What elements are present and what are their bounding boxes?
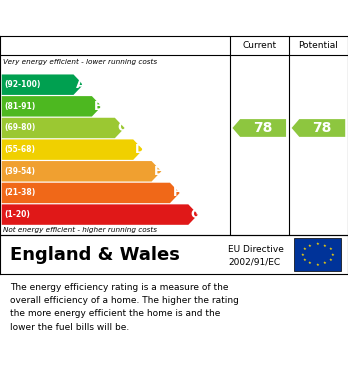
Polygon shape [2,96,102,117]
Text: (92-100): (92-100) [4,80,41,89]
Text: ★: ★ [331,253,334,256]
Text: ★: ★ [323,244,327,248]
Text: 78: 78 [313,121,332,135]
Bar [294,239,341,271]
Text: The energy efficiency rating is a measure of the
overall efficiency of a home. T: The energy efficiency rating is a measur… [10,283,239,332]
Polygon shape [232,119,286,137]
Text: D: D [135,143,145,156]
Text: C: C [117,122,126,135]
Text: ★: ★ [308,244,312,248]
Polygon shape [292,119,345,137]
Polygon shape [2,74,83,95]
Text: 78: 78 [253,121,273,135]
Text: G: G [190,208,200,221]
Text: ★: ★ [323,262,327,265]
Text: Not energy efficient - higher running costs: Not energy efficient - higher running co… [3,226,158,233]
Text: ★: ★ [316,263,319,267]
Polygon shape [2,161,161,181]
Text: ★: ★ [303,258,306,262]
Text: ★: ★ [303,248,306,251]
Text: Very energy efficient - lower running costs: Very energy efficient - lower running co… [3,59,158,65]
Text: B: B [94,100,104,113]
Text: 2002/91/EC: 2002/91/EC [228,258,280,267]
Text: ★: ★ [308,262,312,265]
Text: (1-20): (1-20) [4,210,30,219]
Text: Energy Efficiency Rating: Energy Efficiency Rating [10,11,220,25]
Polygon shape [2,204,198,225]
Text: ★: ★ [316,242,319,246]
Text: A: A [76,78,85,91]
Text: England & Wales: England & Wales [10,246,180,264]
Text: ★: ★ [329,248,332,251]
Polygon shape [2,140,143,160]
Polygon shape [2,183,180,203]
Text: Current: Current [242,41,276,50]
Text: ★: ★ [301,253,304,256]
Text: EU Directive: EU Directive [228,246,284,255]
Text: (69-80): (69-80) [4,124,35,133]
Text: ★: ★ [329,258,332,262]
Text: E: E [154,165,163,178]
Polygon shape [2,118,125,138]
Text: (81-91): (81-91) [4,102,35,111]
Text: (55-68): (55-68) [4,145,35,154]
Text: (21-38): (21-38) [4,188,35,197]
Text: (39-54): (39-54) [4,167,35,176]
Text: Potential: Potential [299,41,338,50]
Text: F: F [173,187,181,199]
